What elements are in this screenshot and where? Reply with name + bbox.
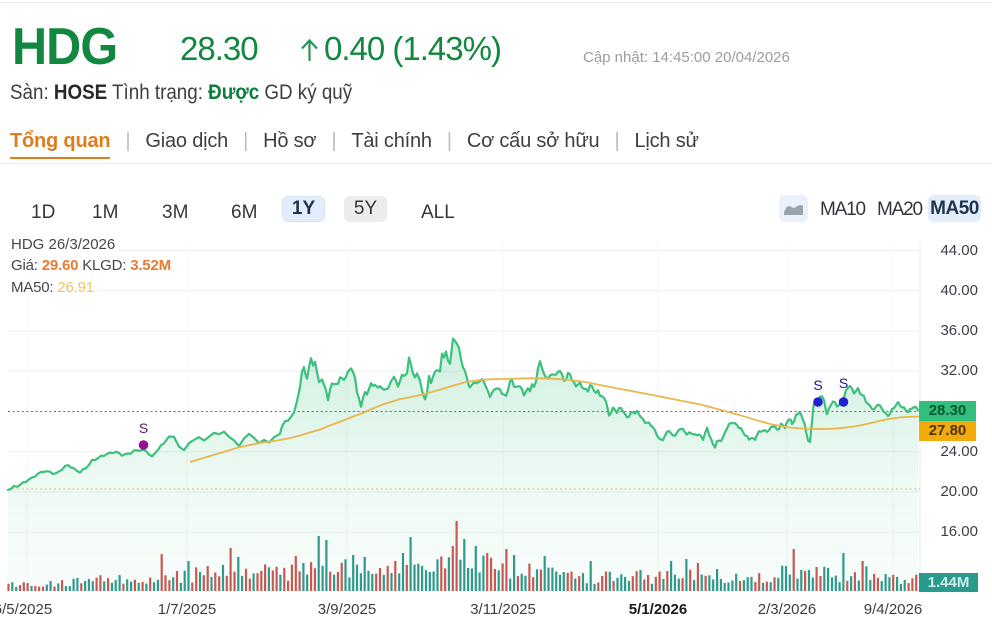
svg-text:S: S [813,377,822,393]
svg-text:S: S [139,420,148,436]
svg-text:S: S [839,375,848,391]
